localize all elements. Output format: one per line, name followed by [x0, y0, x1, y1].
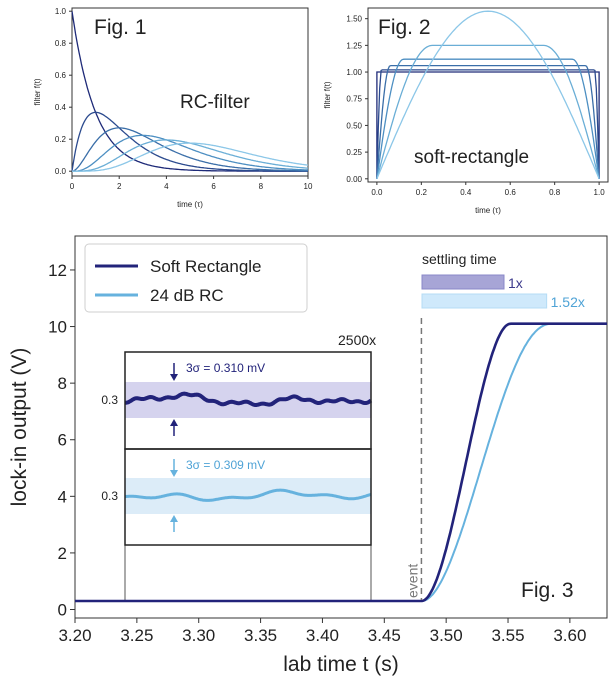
fig3-x-tick-label: 3.45 [368, 626, 401, 645]
inset-magnification: 2500x [338, 332, 376, 348]
fig1-y-tick-label: 0.8 [55, 39, 67, 48]
fig2-x-tick-label: 0.8 [549, 188, 561, 197]
fig2-title: Fig. 2 [378, 16, 431, 39]
figure-canvas: 0.00.20.40.60.81.00 2 4 6 8 10 Fig. 1 RC-filt… [0, 0, 616, 685]
fig3-x-tick-label: 3.55 [491, 626, 524, 645]
fig2-y-tick-label: 0.75 [346, 95, 362, 104]
fig1-y-tick-label: 0.4 [55, 103, 67, 112]
fig1-x-tick-label: 8 [259, 182, 264, 191]
fig1-y-axis-label: filter f(t) [33, 78, 42, 105]
fig3-y-tick-label: 0 [58, 601, 67, 620]
fig1-y-tick-label: 0.2 [55, 135, 67, 144]
fig3-y-tick-label: 8 [58, 374, 67, 393]
fig1-x-tick-label: 4 [164, 182, 169, 191]
settling-bar-24db-rc [422, 294, 547, 308]
fig2-x-axis-label: time (τ) [475, 206, 501, 215]
fig3-x-tick-label: 3.40 [306, 626, 339, 645]
fig1-y-tick-label: 0.6 [55, 71, 67, 80]
fig1-x-tick-label: 10 [304, 182, 313, 191]
fig2-y-tick-label: 1.00 [346, 68, 362, 77]
fig2-y-tick-label: 0.00 [346, 175, 362, 184]
fig2-x-tick-label: 0.6 [505, 188, 517, 197]
fig1-x-tick-label: 0 [70, 182, 75, 191]
fig1-title: Fig. 1 [94, 16, 147, 39]
legend: Soft Rectangle 24 dB RC [85, 244, 307, 312]
fig2-x-tick-label: 0.0 [371, 188, 383, 197]
fig2-panel: 0.00 0.25 0.50 0.75 1.00 1.25 1.50 0.0 0.2 0.4 0.6… [323, 8, 608, 215]
inset: 2500x 0.3 0.3 3σ = 0.310 mV 3σ = 0.309 m… [101, 332, 376, 602]
fig3-y-tick-label: 2 [58, 544, 67, 563]
fig1-annotation: RC-filter [180, 92, 250, 113]
settling-bar-soft-rectangle-label: 1x [508, 275, 523, 291]
settling-time-title: settling time [422, 251, 497, 267]
fig3-x-tick-label: 3.20 [58, 626, 91, 645]
fig3-title: Fig. 3 [521, 579, 574, 602]
legend-label-soft-rectangle: Soft Rectangle [150, 257, 262, 276]
fig3-y-tick-label: 12 [48, 261, 67, 280]
fig2-y-tick-label: 1.50 [346, 15, 362, 24]
fig2-x-tick-label: 0.4 [460, 188, 472, 197]
fig2-x-tick-label: 0.2 [416, 188, 428, 197]
fig1-panel: 0.0 0.2 0.4 0.6 0.8 1.0 0 2 4 6 8 10 Fig. 1 RC-filt… [33, 7, 313, 209]
fig3-y-tick-label: 4 [58, 487, 67, 506]
inset-top-sigma-label: 3σ = 0.310 mV [186, 361, 265, 375]
fig1-x-tick-label: 6 [211, 182, 216, 191]
fig3-x-tick-label: 3.30 [182, 626, 215, 645]
inset-bottom-tick-label: 0.3 [101, 489, 118, 503]
fig1-x-axis-label: time (τ) [177, 200, 203, 209]
fig1-x-tick-label: 2 [117, 182, 122, 191]
inset-top-tick-label: 0.3 [101, 393, 118, 407]
fig2-y-axis-label: filter f(t) [323, 81, 332, 108]
settling-bar-24db-rc-label: 1.52x [551, 294, 585, 310]
fig2-y-tick-label: 0.50 [346, 121, 362, 130]
fig2-y-ticks: 0.00 0.25 0.50 0.75 1.00 1.25 1.50 0.0 0.2 0.4 0.6… [346, 15, 605, 197]
fig3-y-tick-label: 10 [48, 318, 67, 337]
fig1-series-order-5 [72, 140, 308, 171]
fig3-y-tick-label: 6 [58, 431, 67, 450]
event-label: event [404, 564, 420, 598]
fig2-annotation: soft-rectangle [414, 147, 529, 168]
fig2-x-tick-label: 1.0 [594, 188, 606, 197]
fig3-x-tick-label: 3.35 [244, 626, 277, 645]
fig1-series-order-2 [72, 112, 308, 171]
fig2-y-tick-label: 0.25 [346, 148, 362, 157]
fig3-x-tick-label: 3.60 [553, 626, 586, 645]
fig3-y-axis-label: lock-in output (V) [8, 348, 31, 507]
inset-bottom-sigma-label: 3σ = 0.309 mV [186, 458, 265, 472]
legend-label-24db-rc: 24 dB RC [150, 286, 224, 305]
fig3-x-tick-label: 3.50 [430, 626, 463, 645]
settling-bar-soft-rectangle [422, 275, 504, 289]
fig3-x-tick-label: 3.25 [120, 626, 153, 645]
fig2-y-tick-label: 1.25 [346, 41, 362, 50]
settling-time: settling time 1x 1.52x [422, 251, 585, 310]
fig1-y-tick-label: 0.0 [55, 167, 67, 176]
fig3-panel: 2500x 0.3 0.3 3σ = 0.310 mV 3σ = 0.309 m… [8, 236, 607, 676]
fig1-y-tick-label: 1.0 [55, 7, 67, 16]
fig3-x-axis-label: lab time t (s) [283, 653, 399, 676]
